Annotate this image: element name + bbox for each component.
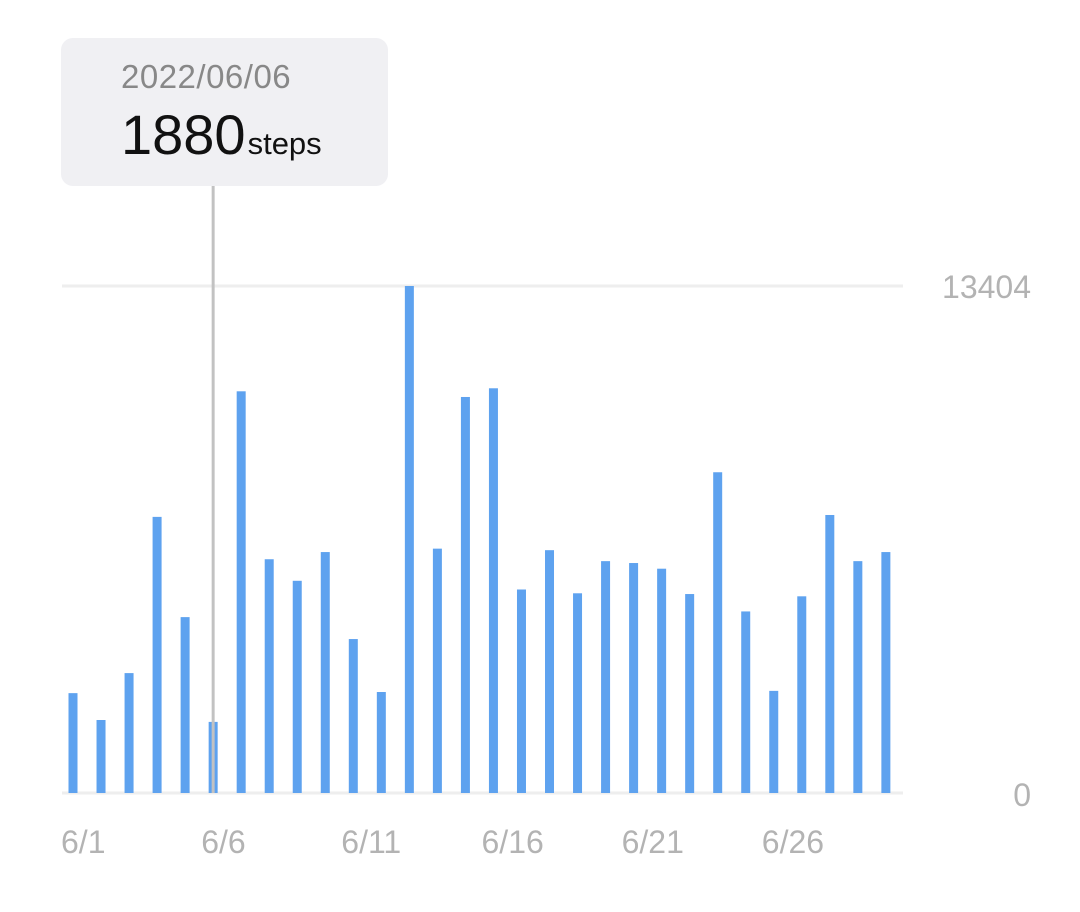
bar-6-2[interactable] <box>96 720 106 793</box>
bar-6-11[interactable] <box>348 639 358 793</box>
bar-6-17[interactable] <box>516 589 526 794</box>
bar-6-15[interactable] <box>460 396 470 793</box>
bar-6-26[interactable] <box>769 690 779 793</box>
y-tick-label-max: 13404 <box>942 269 1031 305</box>
x-tick-label: 6/16 <box>482 824 544 860</box>
bar-6-30[interactable] <box>881 552 891 793</box>
x-tick-label: 6/21 <box>622 824 684 860</box>
x-tick-label: 6/26 <box>762 824 824 860</box>
bar-6-19[interactable] <box>573 593 583 793</box>
x-tick-label: 6/11 <box>341 824 401 860</box>
bar-6-21[interactable] <box>629 563 639 793</box>
grid-lines <box>62 284 903 795</box>
y-axis: 13404 0 <box>942 269 1031 813</box>
y-tick-label-zero: 0 <box>1013 777 1031 813</box>
bar-6-3[interactable] <box>124 673 134 793</box>
bar-6-22[interactable] <box>657 568 667 793</box>
bar-6-23[interactable] <box>685 594 695 793</box>
bar-6-27[interactable] <box>797 596 807 793</box>
bar-6-18[interactable] <box>545 550 555 793</box>
tooltip-value: 1880 <box>121 103 246 166</box>
bars-group[interactable] <box>68 286 891 794</box>
tooltip-unit: steps <box>247 126 322 161</box>
tooltip-value-row: 1880steps <box>121 102 322 167</box>
x-tick-label: 6/1 <box>61 824 105 860</box>
bar-6-14[interactable] <box>432 548 442 793</box>
bar-6-5[interactable] <box>180 617 190 793</box>
bar-6-9[interactable] <box>292 580 302 793</box>
bar-6-28[interactable] <box>825 514 835 793</box>
value-tooltip: 2022/06/06 1880steps <box>61 38 388 186</box>
bar-6-7[interactable] <box>236 391 246 793</box>
bar-6-8[interactable] <box>264 559 274 793</box>
bar-6-25[interactable] <box>741 611 751 793</box>
bar-6-13[interactable] <box>404 286 414 793</box>
bar-6-20[interactable] <box>601 561 611 793</box>
bar-6-10[interactable] <box>320 552 330 793</box>
tooltip-date: 2022/06/06 <box>121 58 292 95</box>
x-tick-label: 6/6 <box>201 824 245 860</box>
bar-6-29[interactable] <box>853 561 863 793</box>
bar-6-16[interactable] <box>488 388 498 793</box>
x-axis: 6/1 6/6 6/11 6/16 6/21 6/26 <box>61 824 824 860</box>
bar-6-1[interactable] <box>68 693 78 793</box>
bar-6-24[interactable] <box>713 472 723 793</box>
bar-6-4[interactable] <box>152 516 162 793</box>
bar-6-12[interactable] <box>376 692 386 793</box>
